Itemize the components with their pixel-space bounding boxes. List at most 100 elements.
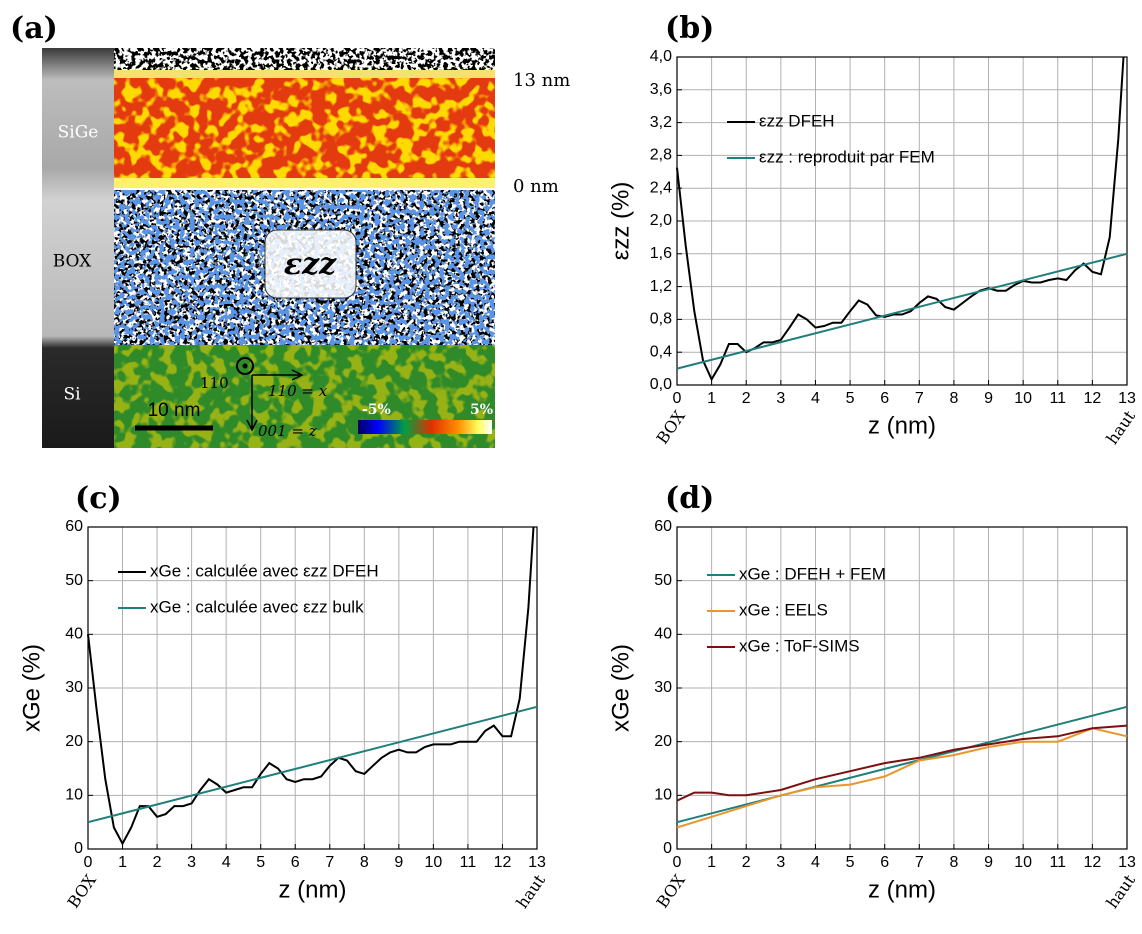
y-tick-label: 4,0 — [650, 48, 672, 65]
x-axis-label: z (nm) — [279, 876, 347, 903]
depth-label: 13 nm — [513, 70, 570, 91]
x-tick-label: 3 — [776, 390, 785, 407]
y-tick-label: 0 — [663, 840, 672, 857]
map-label: εzz — [284, 247, 337, 282]
x-tick-label: 13 — [1118, 390, 1136, 407]
x-tick-label: 5 — [256, 854, 265, 871]
annotation: BOX — [653, 870, 690, 911]
y-tick-label: 0,0 — [650, 376, 672, 393]
x-tick-label: 1 — [707, 390, 716, 407]
x-tick-label: 12 — [494, 854, 512, 871]
axis-label: 001 = z — [258, 422, 317, 440]
annotation: haut — [512, 871, 549, 912]
x-tick-label: 9 — [394, 854, 403, 871]
colorbar-label: -5% — [362, 402, 391, 418]
y-tick-label: 10 — [654, 787, 672, 804]
y-axis-label: xGe (%) — [18, 644, 45, 732]
x-axis-label: z (nm) — [868, 876, 936, 903]
x-axis-label: z (nm) — [868, 412, 936, 439]
x-tick-label: 0 — [84, 854, 93, 871]
x-tick-label: 9 — [984, 854, 993, 871]
y-tick-label: 0,4 — [650, 343, 672, 360]
y-tick-label: 2,4 — [650, 179, 672, 196]
x-tick-label: 9 — [984, 390, 993, 407]
legend-label: xGe : EELS — [739, 600, 828, 619]
legend-label: xGe : DFEH + FEM — [739, 564, 886, 583]
annotation: haut — [1102, 407, 1139, 448]
panel-label: (c) — [75, 481, 122, 516]
x-tick-label: 12 — [1083, 854, 1101, 871]
x-tick-label: 3 — [187, 854, 196, 871]
plot-frame — [676, 526, 1128, 850]
y-tick-label: 30 — [654, 679, 672, 696]
x-tick-label: 11 — [1049, 390, 1066, 407]
legend-label: xGe : ToF-SIMS — [739, 636, 860, 655]
x-tick-label: 5 — [846, 854, 855, 871]
x-tick-label: 1 — [118, 854, 127, 871]
y-tick-label: 20 — [654, 733, 672, 750]
data-line — [87, 705, 538, 824]
x-tick-label: 2 — [742, 390, 751, 407]
x-tick-label: 10 — [424, 854, 442, 871]
y-tick-label: 3,2 — [650, 114, 672, 131]
x-tick-label: 8 — [949, 854, 958, 871]
x-tick-label: 10 — [1014, 854, 1032, 871]
axis-label: 110 — [200, 374, 229, 392]
x-tick-label: 8 — [360, 854, 369, 871]
depth-label: 0 nm — [513, 176, 559, 197]
x-tick-label: 7 — [325, 854, 334, 871]
axis-label: 110 = x — [268, 382, 328, 400]
x-tick-label: 13 — [528, 854, 546, 871]
y-tick-label: 20 — [65, 733, 83, 750]
legend-label: εzz : reproduit par FEM — [759, 147, 935, 166]
y-tick-label: 10 — [65, 787, 83, 804]
y-tick-label: 60 — [654, 518, 672, 535]
x-tick-label: 7 — [915, 854, 924, 871]
legend-label: xGe : calculée avec εzz bulk — [150, 597, 364, 616]
x-tick-label: 3 — [776, 854, 785, 871]
x-tick-label: 4 — [811, 854, 820, 871]
x-tick-label: 4 — [811, 390, 820, 407]
y-tick-label: 40 — [654, 626, 672, 643]
x-tick-label: 7 — [915, 390, 924, 407]
data-line — [676, 705, 1128, 824]
x-tick-label: 0 — [673, 390, 682, 407]
y-tick-label: 0 — [74, 840, 83, 857]
data-line — [676, 727, 1128, 829]
scale-bar-label: 10 nm — [148, 400, 201, 421]
y-tick-label: 2,8 — [650, 147, 672, 164]
y-tick-label: 2,0 — [650, 212, 672, 229]
y-axis-label: xGe (%) — [607, 644, 634, 732]
layer-label: BOX — [53, 252, 92, 272]
panel-label: (a) — [10, 11, 58, 46]
x-tick-label: 8 — [949, 390, 958, 407]
x-tick-label: 11 — [460, 854, 477, 871]
x-tick-label: 4 — [222, 854, 231, 871]
strain-map — [42, 48, 495, 448]
x-tick-label: 11 — [1049, 854, 1066, 871]
annotation: haut — [1102, 871, 1139, 912]
x-tick-label: 1 — [707, 854, 716, 871]
layer-label: SiGe — [58, 123, 99, 143]
y-axis-label: εzz (%) — [607, 182, 634, 261]
plot-frame — [676, 56, 1128, 386]
x-tick-label: 5 — [846, 390, 855, 407]
data-line — [676, 252, 1128, 370]
x-tick-label: 6 — [880, 854, 889, 871]
legend-label: εzz DFEH — [759, 111, 835, 130]
layer-label: Si — [63, 385, 81, 405]
y-tick-label: 1,2 — [650, 278, 672, 295]
data-line — [676, 724, 1128, 802]
panel-label: (d) — [665, 481, 714, 516]
annotation: BOX — [64, 870, 101, 911]
panel-label: (b) — [665, 11, 714, 46]
y-tick-label: 50 — [65, 572, 83, 589]
y-tick-label: 30 — [65, 679, 83, 696]
y-tick-label: 0,8 — [650, 311, 672, 328]
x-tick-label: 0 — [673, 854, 682, 871]
data-line — [87, 526, 535, 846]
x-tick-label: 10 — [1014, 390, 1032, 407]
legend-label: xGe : calculée avec εzz DFEH — [150, 561, 379, 580]
colorbar-label: 5% — [470, 402, 493, 418]
y-tick-label: 60 — [65, 518, 83, 535]
